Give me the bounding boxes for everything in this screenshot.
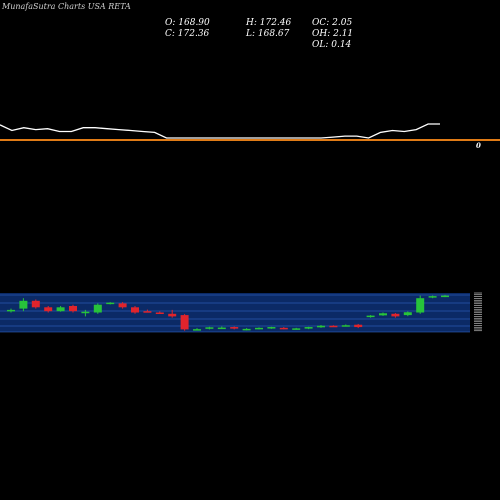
candle-down (143, 311, 152, 313)
open-high-value: OH: 2.11 (312, 29, 354, 39)
candle-band (0, 292, 482, 333)
candle-up (205, 327, 214, 329)
candle-up (317, 325, 325, 328)
candle-down (279, 327, 288, 330)
candle-down (118, 303, 127, 308)
candle-up (341, 325, 350, 327)
open-close-value: OC: 2.05 (312, 18, 353, 28)
candlestick-panel (7, 294, 449, 331)
candle-up (217, 327, 226, 330)
candle-down (354, 324, 363, 328)
open-low-value: OL: 0.14 (312, 40, 352, 50)
candle-up (366, 315, 375, 318)
candle-up (19, 300, 28, 309)
zero-axis-label: 0 (476, 141, 481, 150)
candle-up (7, 309, 15, 312)
candle-down (329, 325, 338, 328)
brand-title: MunafaSutra Charts USA RETA (2, 2, 131, 11)
low-value: L: 168.67 (246, 29, 290, 39)
open-value: O: 168.90 (165, 18, 210, 28)
candle-down (31, 300, 40, 308)
candle-up (403, 312, 412, 316)
candle-up (56, 307, 65, 312)
candle-down (391, 313, 400, 317)
candle-up (379, 313, 387, 316)
candle-up (416, 298, 425, 313)
candle-up (267, 327, 276, 329)
candle-up (81, 311, 90, 314)
candle-up (242, 328, 251, 331)
candle-down (230, 327, 239, 329)
series-line (0, 123, 440, 139)
candle-down (69, 306, 77, 312)
candle-up (428, 296, 437, 298)
candle-up (255, 327, 263, 330)
candle-down (131, 307, 139, 313)
close-value: C: 172.36 (165, 29, 210, 39)
candle-up (304, 327, 313, 329)
candle-down (155, 312, 164, 314)
candle-down (168, 313, 177, 317)
band-background (0, 293, 470, 332)
candle-down (44, 307, 53, 312)
candle-up (93, 304, 102, 313)
high-value: H: 172.46 (246, 18, 292, 28)
candle-up (292, 328, 301, 330)
line-panel (0, 123, 500, 141)
candle-up (441, 295, 449, 298)
candle-up (193, 329, 201, 331)
candle-up (106, 302, 115, 305)
candle-down (180, 315, 189, 330)
